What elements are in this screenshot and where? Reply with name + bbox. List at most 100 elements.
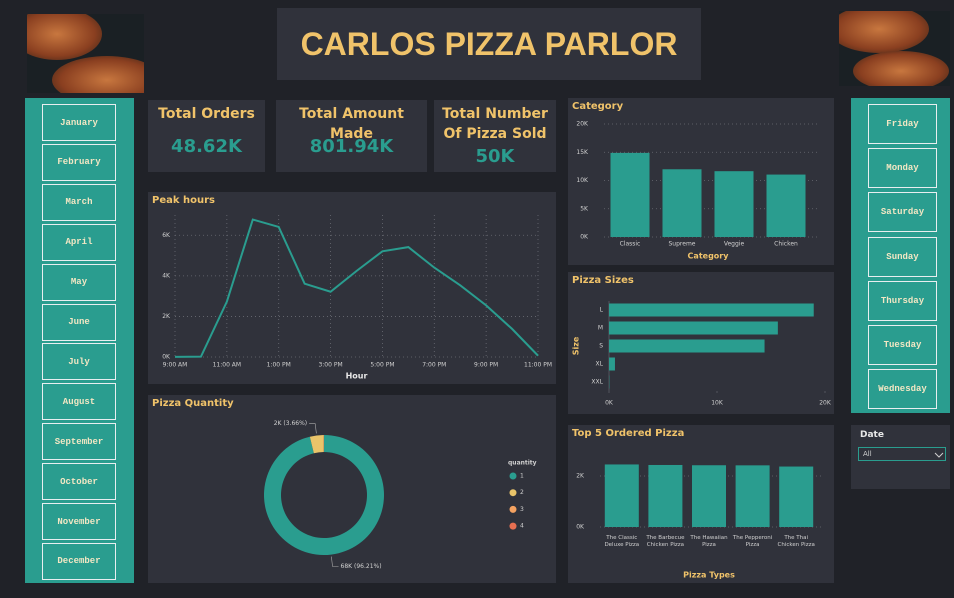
bar (609, 357, 615, 371)
leader-line (331, 556, 339, 567)
month-slicer: January February March April May June July Augu… (25, 98, 134, 583)
bar (610, 152, 650, 237)
month-button[interactable]: April (42, 223, 116, 261)
legend-swatch (509, 472, 517, 480)
month-button[interactable]: January (42, 104, 116, 141)
date-dropdown[interactable]: All (858, 447, 946, 461)
x-tick-label: 1:00 PM (267, 362, 291, 369)
month-button[interactable]: September (42, 423, 116, 461)
x-tick-label: 20K (819, 400, 832, 407)
chart: 0K 10K 20K L M S XL XXL Size (572, 301, 832, 407)
pizza-image-left (27, 14, 144, 93)
line (174, 218, 539, 358)
chart-title: Top 5 Ordered Pizza (572, 428, 685, 439)
x-tick-label: 9:00 AM (163, 362, 188, 369)
month-button[interactable]: December (42, 542, 116, 580)
top5-card: Top 5 Ordered Pizza 0K 2K Pizza Types The Cl… (568, 425, 834, 583)
bar (609, 339, 765, 353)
x-tick-label: The Pepperoni Pizza (732, 535, 773, 548)
chart-title: Pizza Quantity (152, 398, 234, 409)
x-tick-label: The Classic Deluxe Pizza (604, 535, 640, 548)
bar (714, 171, 754, 237)
pizza-image-right (839, 11, 950, 86)
date-dropdown-value: All (863, 450, 872, 458)
peak-hours-card: Peak hours 0K 2K 4K 6K 9:00 AM 11:00 AM 1:00 PM… (148, 192, 556, 384)
y-tick-label: XXL (591, 379, 603, 386)
bar (609, 321, 778, 335)
y-tick-label: 2K (162, 313, 171, 320)
x-axis-title: Hour (346, 372, 368, 381)
data-label: 68K (96.21%) (341, 563, 382, 570)
chart: 68K (96.21%) 2K (3.66%) quantity 1 2 3 4 (264, 420, 537, 570)
y-tick-label: 20K (576, 121, 589, 128)
y-tick-label: 10K (576, 177, 589, 184)
donut-slice (309, 435, 324, 454)
x-tick-label: Chicken (774, 241, 798, 248)
y-tick-label: M (598, 325, 603, 332)
x-tick-label: 7:00 PM (422, 362, 446, 369)
day-slicer: Friday Monday Saturday Sunday Thursday Tuesda… (851, 98, 950, 413)
x-tick-label: Classic (620, 241, 641, 248)
pizza-quantity-card: Pizza Quantity 68K (96.21%) 2K (3.66%) quan… (148, 395, 556, 583)
day-button[interactable]: Saturday (868, 192, 937, 233)
data-label: 2K (3.66%) (274, 420, 307, 427)
month-button[interactable]: May (42, 263, 116, 301)
day-button[interactable]: Wednesday (868, 369, 937, 410)
month-button[interactable]: August (42, 383, 116, 421)
day-button[interactable]: Monday (868, 148, 937, 189)
kpi-card: Total Amount Made 801.94K (276, 100, 427, 172)
chart: 0K 2K 4K 6K 9:00 AM 11:00 AM 1:00 PM 3:00 PM 5:0… (162, 215, 552, 381)
kpi-title: Total Orders (158, 106, 255, 122)
y-tick-label: L (600, 307, 604, 314)
chart-title: Peak hours (152, 195, 215, 206)
y-tick-label: 2K (576, 473, 585, 480)
x-tick-label: 10K (711, 400, 724, 407)
kpi-value: 48.62K (171, 136, 242, 157)
legend-title: quantity (508, 460, 537, 467)
day-button[interactable]: Tuesday (868, 325, 937, 365)
pizza-sizes-card: Pizza Sizes 0K 10K 20K L M S XL XXL Size (568, 272, 834, 414)
kpi-card: Total Orders 48.62K (148, 100, 265, 172)
y-tick-label: 0K (580, 234, 589, 241)
month-button[interactable]: November (42, 503, 116, 540)
day-button[interactable]: Thursday (868, 280, 937, 321)
x-tick-label: Veggie (724, 241, 745, 248)
month-button[interactable]: March (42, 183, 116, 221)
day-button[interactable]: Sunday (868, 236, 937, 277)
chart-title: Category (572, 101, 624, 112)
day-button[interactable]: Friday (868, 104, 937, 144)
kpi-value: 50K (475, 146, 515, 167)
chart-title: Pizza Sizes (572, 275, 634, 286)
month-button[interactable]: February (42, 143, 116, 181)
x-tick-label: 5:00 PM (370, 362, 394, 369)
y-tick-label: 5K (580, 205, 589, 212)
month-button[interactable]: July (42, 343, 116, 381)
bar (609, 303, 814, 317)
month-button[interactable]: October (42, 463, 116, 501)
dropdown-arrow (934, 452, 944, 458)
donut-slice (264, 435, 384, 555)
date-slicer-title: Date (860, 430, 884, 440)
kpi-title: Total Number Of Pizza Sold (442, 106, 548, 142)
legend-label: 1 (520, 473, 524, 480)
dashboard-title: CARLOS PIZZA PARLOR (300, 25, 678, 62)
kpi-card: Total Number Of Pizza Sold 50K (434, 100, 556, 172)
legend-label: 4 (520, 523, 524, 530)
x-tick-label: The Hawaiian Pizza (690, 535, 728, 548)
legend-label: 3 (520, 506, 524, 513)
y-tick-label: 0K (576, 524, 585, 531)
y-tick-label: 15K (576, 149, 589, 156)
x-tick-label: Supreme (669, 241, 696, 248)
chart: 0K 2K Pizza Types (576, 464, 824, 580)
kpi-value: 801.94K (309, 136, 394, 157)
y-axis-title: Size (572, 336, 581, 355)
bar (648, 464, 683, 527)
x-tick-label: 9:00 PM (474, 362, 498, 369)
chart: 0K 5K 10K 15K 20K Classic Supreme Veggie Chicken… (576, 121, 818, 261)
x-tick-label: The Thai Chicken Pizza (777, 535, 815, 548)
y-tick-label: 4K (162, 272, 171, 279)
category-card: Category 0K 5K 10K 15K 20K Classic Supreme Veggi… (568, 98, 834, 265)
month-button[interactable]: June (42, 303, 116, 341)
x-tick-label: 11:00 PM (524, 362, 552, 369)
